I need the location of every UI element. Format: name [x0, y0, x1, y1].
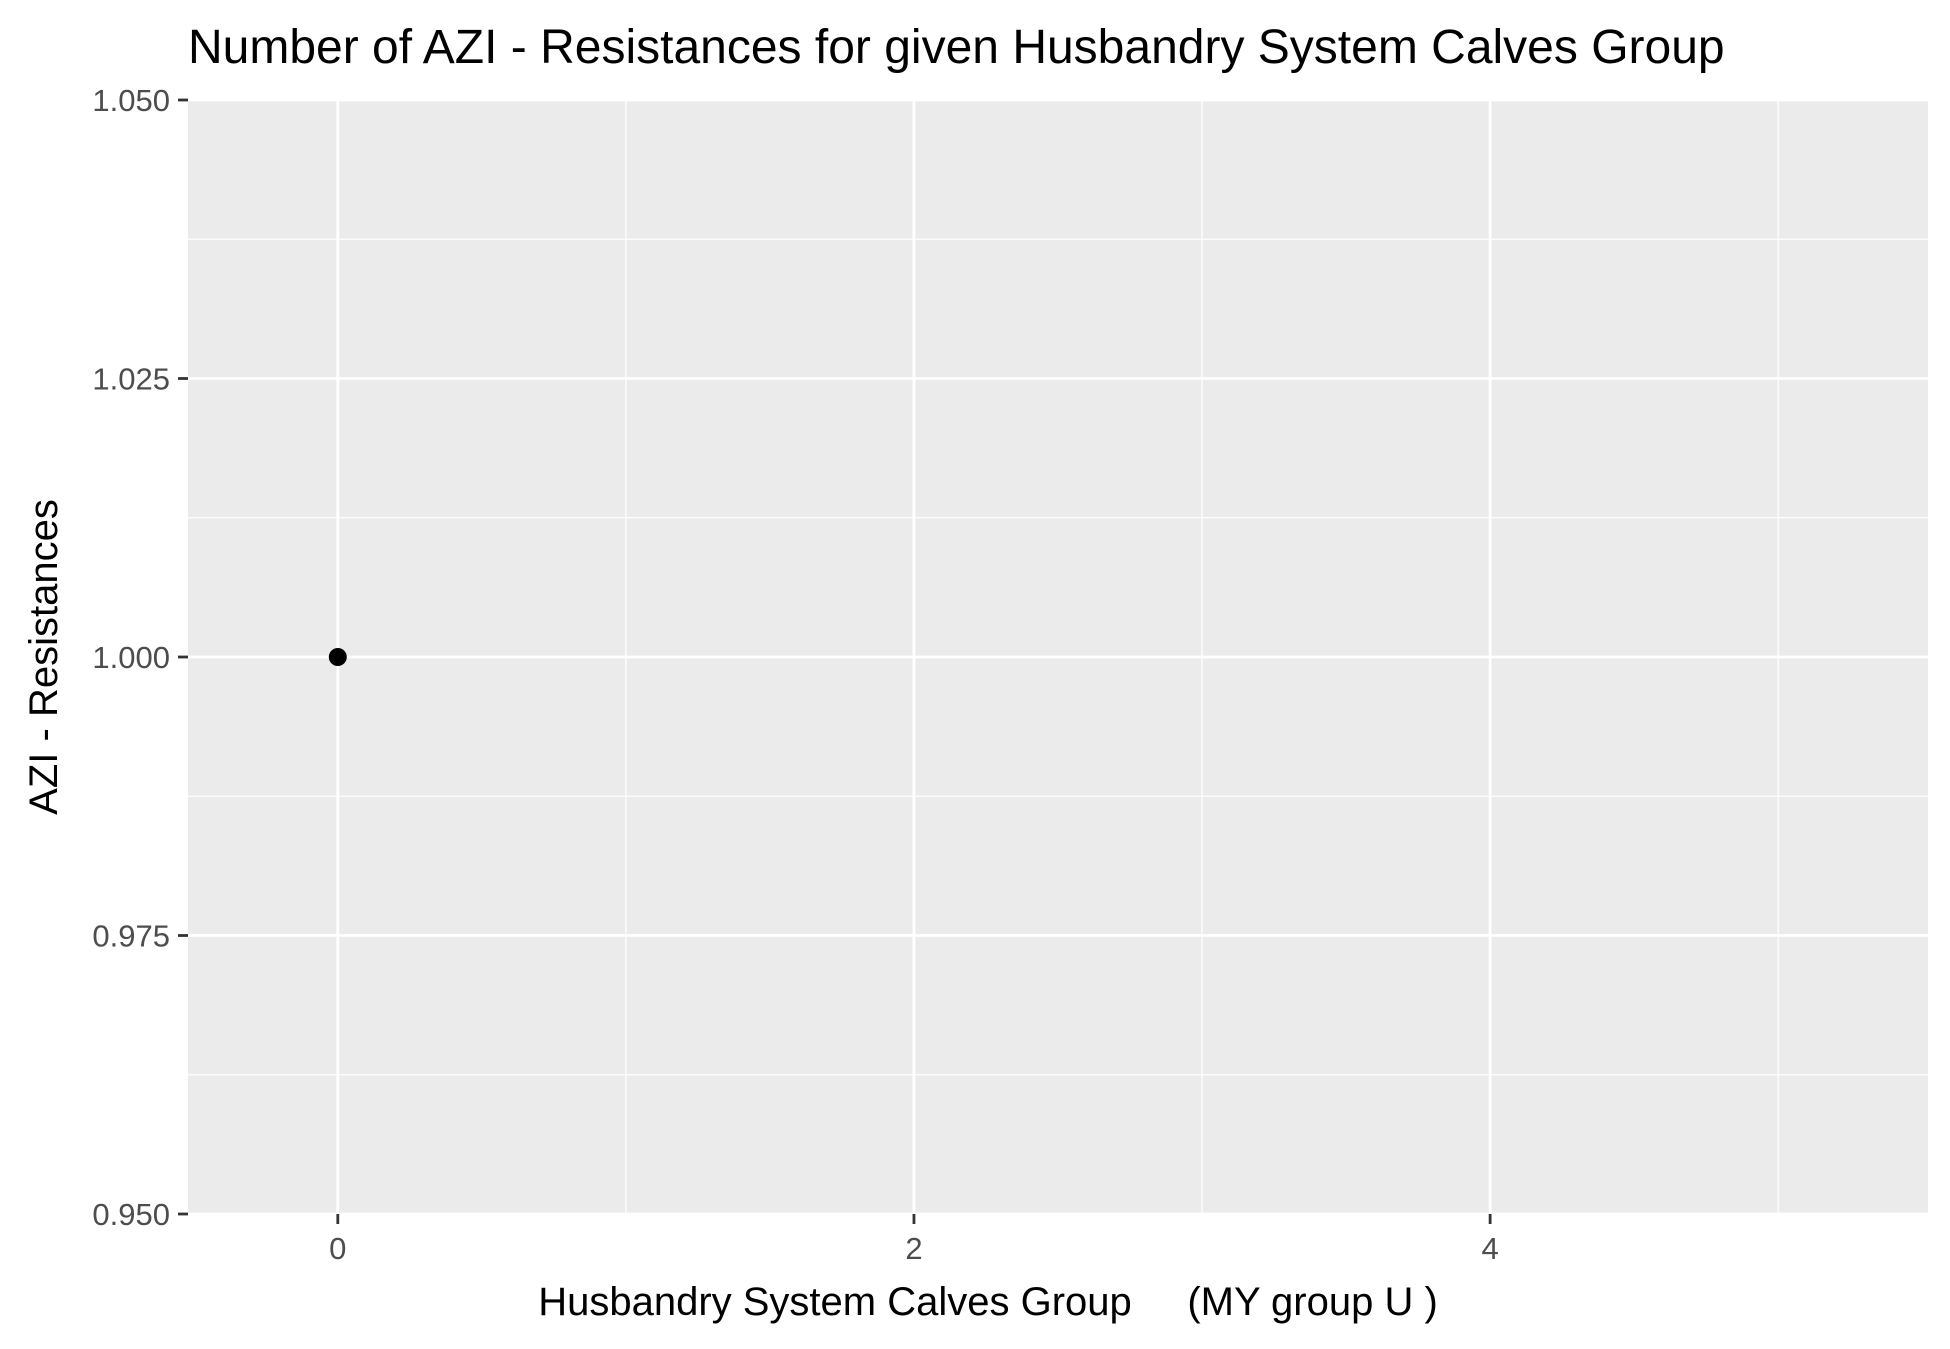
x-tick-label: 0	[329, 1231, 346, 1266]
y-tick-label: 1.050	[92, 83, 170, 118]
y-tick-label: 1.025	[92, 362, 170, 397]
data-point	[328, 648, 347, 666]
x-axis-title: Husbandry System Calves Group (MY group …	[538, 1280, 1438, 1324]
y-tick-label: 0.950	[92, 1197, 170, 1232]
y-axis: 0.950 0.975 1.000 1.025 1.050	[92, 83, 188, 1232]
y-tick-label: 0.975	[92, 919, 170, 954]
data-points	[328, 648, 347, 666]
x-axis: 0 2 4	[329, 1214, 1499, 1266]
x-tick-label: 2	[905, 1231, 922, 1266]
y-axis-title: AZI - Resistances	[22, 499, 66, 815]
x-tick-label: 4	[1481, 1231, 1498, 1266]
chart-title: Number of AZI - Resistances for given Hu…	[188, 21, 1725, 74]
y-tick-label: 1.000	[92, 640, 170, 675]
major-gridlines	[188, 98, 1928, 1216]
